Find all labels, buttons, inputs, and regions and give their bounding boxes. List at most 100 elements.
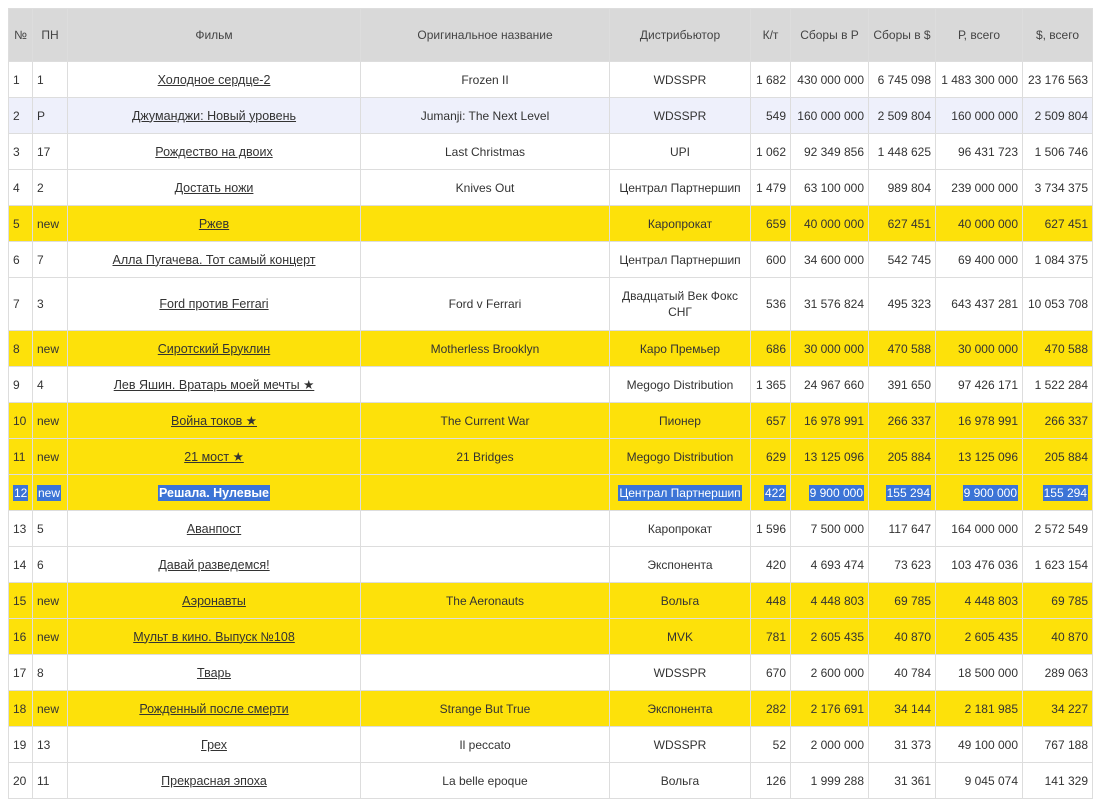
cell-rank: 12 <box>8 474 33 511</box>
header-prev-week[interactable]: ПН <box>32 8 68 62</box>
header-gross-rub[interactable]: Сборы в Р <box>790 8 869 62</box>
cell-rank: 4 <box>8 169 33 206</box>
cell-rank: 2 <box>8 97 33 134</box>
cell-gross-usd: 6 745 098 <box>868 61 936 98</box>
selected-text: 155 294 <box>1042 484 1088 501</box>
cell-prev-week: 1 <box>32 61 68 98</box>
cell-total-rub: 49 100 000 <box>935 726 1023 763</box>
film-link[interactable]: Аэронавты <box>182 593 246 608</box>
cell-gross-rub: 430 000 000 <box>790 61 869 98</box>
film-link[interactable]: Джуманджи: Новый уровень <box>131 108 297 123</box>
cell-distributor: Megogo Distribution <box>609 438 751 475</box>
cell-rank: 20 <box>8 762 33 799</box>
table-row: 18 new Рожденный после смерти Strange But T… <box>8 690 1093 727</box>
header-gross-usd[interactable]: Сборы в $ <box>868 8 936 62</box>
film-link[interactable]: Грех <box>201 737 227 752</box>
film-link[interactable]: 21 мост ★ <box>184 449 244 464</box>
cell-screens: 686 <box>750 330 791 367</box>
header-num[interactable]: № <box>8 8 33 62</box>
cell-total-usd: 1 623 154 <box>1022 546 1093 583</box>
film-link[interactable]: Ford против Ferrari <box>159 297 269 311</box>
cell-total-rub: 30 000 000 <box>935 330 1023 367</box>
header-total-usd[interactable]: $, всего <box>1022 8 1093 62</box>
cell-film: Ржев <box>67 205 361 242</box>
cell-original-title: Knives Out <box>360 169 610 206</box>
cell-gross-rub: 9 900 000 <box>790 474 869 511</box>
cell-total-rub: 18 500 000 <box>935 654 1023 691</box>
cell-rank: 16 <box>8 618 33 655</box>
film-link[interactable]: Решала. Нулевые <box>157 484 271 501</box>
cell-film: Сиротский Бруклин <box>67 330 361 367</box>
header-total-rub[interactable]: Р, всего <box>935 8 1023 62</box>
cell-gross-rub: 31 576 824 <box>790 277 869 331</box>
selected-text: 9 900 000 <box>808 484 864 501</box>
cell-original-title: Ford v Ferrari <box>360 277 610 331</box>
cell-gross-usd: 989 804 <box>868 169 936 206</box>
cell-total-usd: 2 572 549 <box>1022 510 1093 547</box>
cell-prev-week: 5 <box>32 510 68 547</box>
film-link[interactable]: Война токов ★ <box>170 413 258 428</box>
box-office-table-container: № ПН Фильм Оригинальное название Дистриб… <box>8 8 1093 799</box>
cell-prev-week: new <box>32 330 68 367</box>
cell-total-usd: 266 337 <box>1022 402 1093 439</box>
cell-film: Давай разведемся! <box>67 546 361 583</box>
film-link[interactable]: Алла Пугачева. Тот самый концерт <box>112 252 316 267</box>
cell-screens: 629 <box>750 438 791 475</box>
cell-prev-week: new <box>32 582 68 619</box>
film-link[interactable]: Аванпост <box>186 521 242 536</box>
cell-prev-week: 6 <box>32 546 68 583</box>
cell-distributor: WDSSPR <box>609 97 751 134</box>
film-link[interactable]: Ржев <box>198 216 230 231</box>
selected-text: Решала. Нулевые <box>157 484 271 501</box>
header-distributor[interactable]: Дистрибьютор <box>609 8 751 62</box>
film-link[interactable]: Лев Яшин. Вратарь моей мечты ★ <box>113 377 315 392</box>
cell-prev-week: Р <box>32 97 68 134</box>
cell-distributor: Вольга <box>609 582 751 619</box>
cell-gross-rub: 2 176 691 <box>790 690 869 727</box>
cell-total-rub: 69 400 000 <box>935 241 1023 278</box>
cell-distributor: Каропрокат <box>609 510 751 547</box>
cell-gross-usd: 31 373 <box>868 726 936 763</box>
cell-rank: 14 <box>8 546 33 583</box>
cell-total-usd: 627 451 <box>1022 205 1093 242</box>
cell-total-usd: 767 188 <box>1022 726 1093 763</box>
cell-total-usd: 155 294 <box>1022 474 1093 511</box>
table-row: 11 new 21 мост ★ 21 Bridges Megogo Distribut… <box>8 438 1093 475</box>
cell-gross-usd: 266 337 <box>868 402 936 439</box>
film-link[interactable]: Тварь <box>196 665 231 680</box>
cell-gross-rub: 34 600 000 <box>790 241 869 278</box>
cell-gross-rub: 24 967 660 <box>790 366 869 403</box>
header-film[interactable]: Фильм <box>67 8 361 62</box>
table-header-row: № ПН Фильм Оригинальное название Дистриб… <box>8 8 1093 62</box>
cell-original-title: Jumanji: The Next Level <box>360 97 610 134</box>
cell-rank: 11 <box>8 438 33 475</box>
cell-distributor: Централ Партнершип <box>609 474 751 511</box>
film-link[interactable]: Мульт в кино. Выпуск №108 <box>133 629 295 644</box>
cell-original-title <box>360 205 610 242</box>
film-link[interactable]: Прекрасная эпоха <box>161 773 267 788</box>
cell-film: Лев Яшин. Вратарь моей мечты ★ <box>67 366 361 403</box>
cell-prev-week: new <box>32 438 68 475</box>
header-original-title[interactable]: Оригинальное название <box>360 8 610 62</box>
cell-film: Алла Пугачева. Тот самый концерт <box>67 241 361 278</box>
film-link[interactable]: Давай разведемся! <box>158 557 270 572</box>
film-link[interactable]: Рождество на двоих <box>155 144 273 159</box>
cell-gross-rub: 40 000 000 <box>790 205 869 242</box>
cell-gross-usd: 31 361 <box>868 762 936 799</box>
cell-total-rub: 97 426 171 <box>935 366 1023 403</box>
cell-prev-week: new <box>32 690 68 727</box>
header-screens[interactable]: К/т <box>750 8 791 62</box>
film-link[interactable]: Сиротский Бруклин <box>157 341 271 356</box>
table-row: 12 new Решала. Нулевые Централ Партнершип 42… <box>8 474 1093 511</box>
cell-prev-week: new <box>32 618 68 655</box>
cell-original-title: Motherless Brooklyn <box>360 330 610 367</box>
film-link[interactable]: Холодное сердце-2 <box>157 72 271 87</box>
cell-screens: 1 596 <box>750 510 791 547</box>
film-link[interactable]: Рожденный после смерти <box>139 701 289 716</box>
cell-distributor: Каро Премьер <box>609 330 751 367</box>
cell-prev-week: new <box>32 474 68 511</box>
film-link[interactable]: Достать ножи <box>174 180 254 195</box>
table-row: 3 17 Рождество на двоих Last Christmas UPI 1 … <box>8 133 1093 170</box>
cell-rank: 9 <box>8 366 33 403</box>
cell-distributor: MVK <box>609 618 751 655</box>
